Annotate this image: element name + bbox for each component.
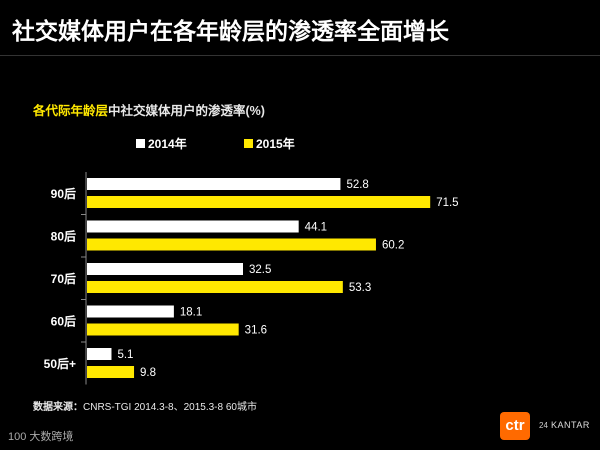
ctr-logo: ctr (500, 412, 530, 440)
bar-1-0 (87, 196, 431, 208)
data-source: 数据来源：CNRS-TGI 2014.3-8、2015.3-8 60城市 (33, 398, 257, 413)
source-label: 数据来源： (33, 402, 83, 413)
page-title: 社交媒体用户在各年龄层的渗透率全面增长 (12, 18, 449, 44)
brand-logo-left: 100 大数跨境 (8, 431, 74, 443)
chart-subtitle: 各代际年龄层中社交媒体用户的渗透率(%) (33, 100, 265, 119)
data-label: 44.1 (305, 222, 327, 234)
category-label: 80后 (51, 229, 76, 244)
data-label: 60.2 (382, 240, 404, 252)
ctr-number: 24 (539, 421, 548, 430)
bar-1-3 (87, 323, 239, 336)
bar-1-1 (87, 238, 376, 251)
bar-0-3 (87, 305, 174, 318)
bar-0-2 (87, 263, 243, 275)
subtitle-highlight: 各代际年龄层 (33, 104, 109, 118)
data-label: 31.6 (245, 325, 267, 337)
category-label: 70后 (51, 271, 76, 286)
legend-swatch-0 (136, 139, 145, 148)
data-label: 71.5 (436, 197, 458, 209)
category-label: 50后+ (44, 356, 76, 371)
bar-0-0 (87, 178, 341, 190)
bar-0-1 (87, 220, 299, 233)
bar-1-4 (87, 366, 135, 378)
category-label: 90后 (51, 186, 76, 201)
legend-label-0: 2014年 (148, 136, 187, 151)
bar-0-4 (87, 348, 112, 360)
title-divider (0, 55, 600, 56)
category-label: 60后 (51, 314, 76, 329)
legend-swatch-1 (244, 139, 253, 148)
source-text: CNRS-TGI 2014.3-8、2015.3-8 60城市 (83, 402, 257, 413)
kantar-logo: KANTAR (551, 420, 590, 430)
data-label: 32.5 (249, 264, 271, 276)
subtitle-rest: 中社交媒体用户的渗透率(%) (108, 104, 265, 118)
data-label: 18.1 (180, 307, 202, 319)
data-label: 5.1 (117, 349, 133, 361)
bar-1-2 (87, 281, 343, 293)
legend-label-1: 2015年 (256, 136, 295, 151)
data-label: 53.3 (349, 282, 371, 294)
data-label: 9.8 (140, 367, 156, 379)
data-label: 52.8 (346, 179, 368, 191)
